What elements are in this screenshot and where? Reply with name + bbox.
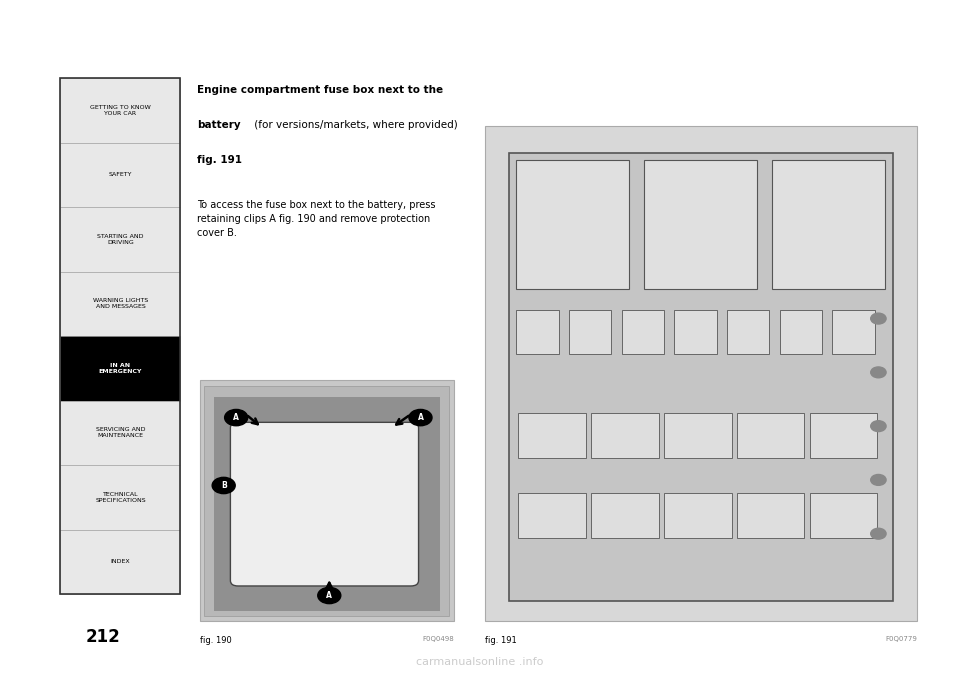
Bar: [214, 397, 440, 611]
Text: INDEX: INDEX: [110, 559, 131, 564]
Bar: [518, 413, 586, 458]
Bar: [737, 413, 804, 458]
Circle shape: [871, 367, 886, 378]
Text: SAFETY: SAFETY: [108, 172, 132, 177]
Bar: [516, 160, 629, 289]
Bar: [60, 272, 180, 336]
Bar: [727, 310, 769, 354]
Circle shape: [318, 587, 341, 604]
Text: A: A: [418, 413, 423, 422]
Bar: [60, 465, 180, 530]
Bar: [780, 310, 822, 354]
Bar: [60, 78, 180, 594]
Circle shape: [871, 313, 886, 324]
Circle shape: [409, 409, 432, 426]
Circle shape: [871, 475, 886, 485]
Bar: [509, 153, 893, 601]
Text: WARNING LIGHTS
AND MESSAGES: WARNING LIGHTS AND MESSAGES: [93, 299, 148, 309]
Bar: [485, 126, 917, 621]
Text: 212: 212: [85, 628, 120, 646]
Text: carmanualsonline .info: carmanualsonline .info: [417, 657, 543, 667]
Bar: [644, 160, 757, 289]
Bar: [60, 143, 180, 207]
Text: B: B: [221, 481, 227, 490]
Text: To access the fuse box next to the battery, press
retaining clips A fig. 190 and: To access the fuse box next to the batte…: [197, 200, 435, 238]
Bar: [60, 207, 180, 272]
Circle shape: [871, 528, 886, 539]
Text: (for versions/markets, where provided): (for versions/markets, where provided): [251, 120, 457, 130]
Text: A: A: [233, 413, 239, 422]
Text: F0Q0779: F0Q0779: [885, 636, 917, 642]
Bar: [516, 310, 559, 354]
Bar: [810, 494, 877, 538]
Text: F0Q0498: F0Q0498: [422, 636, 454, 642]
Bar: [664, 413, 732, 458]
Bar: [60, 336, 180, 401]
Bar: [591, 413, 659, 458]
Text: STARTING AND
DRIVING: STARTING AND DRIVING: [97, 234, 144, 244]
Circle shape: [212, 477, 235, 494]
Text: TECHNICAL
SPECIFICATIONS: TECHNICAL SPECIFICATIONS: [95, 492, 146, 502]
Text: Engine compartment fuse box next to the: Engine compartment fuse box next to the: [197, 85, 443, 95]
Bar: [591, 494, 659, 538]
Bar: [518, 494, 586, 538]
Text: A: A: [326, 591, 332, 600]
Bar: [622, 310, 664, 354]
Circle shape: [871, 421, 886, 432]
Bar: [60, 530, 180, 594]
Text: GETTING TO KNOW
YOUR CAR: GETTING TO KNOW YOUR CAR: [90, 105, 151, 115]
FancyBboxPatch shape: [230, 422, 419, 586]
Bar: [60, 78, 180, 143]
Bar: [773, 160, 885, 289]
Text: IN AN
EMERGENCY: IN AN EMERGENCY: [99, 363, 142, 373]
Bar: [675, 310, 717, 354]
Text: fig. 191: fig. 191: [485, 636, 516, 645]
Bar: [200, 380, 454, 621]
Bar: [569, 310, 612, 354]
Bar: [664, 494, 732, 538]
Text: battery: battery: [197, 120, 240, 130]
Text: fig. 191: fig. 191: [197, 155, 242, 166]
Bar: [737, 494, 804, 538]
Text: SERVICING AND
MAINTENANCE: SERVICING AND MAINTENANCE: [96, 428, 145, 438]
Bar: [832, 310, 875, 354]
Text: fig. 190: fig. 190: [200, 636, 231, 645]
Bar: [810, 413, 877, 458]
Bar: [204, 386, 449, 616]
Bar: [60, 401, 180, 465]
Circle shape: [225, 409, 248, 426]
